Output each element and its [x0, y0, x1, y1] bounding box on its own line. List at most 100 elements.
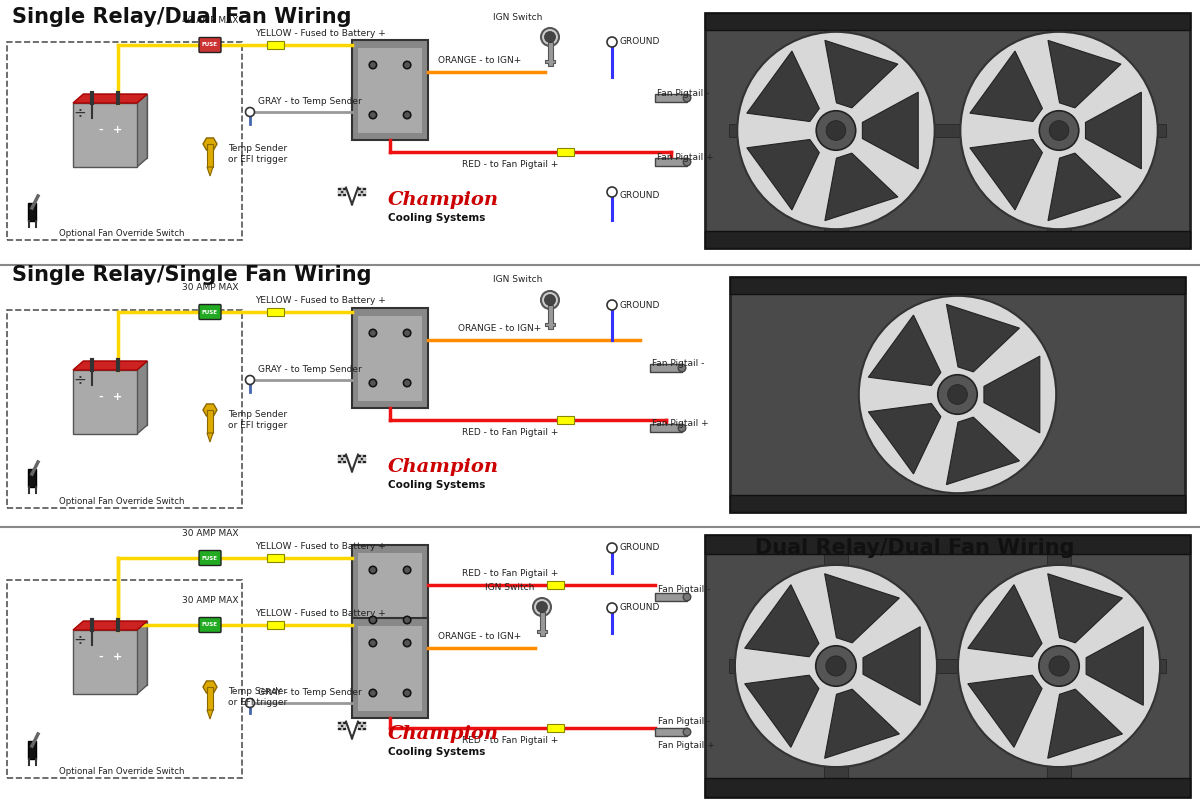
Circle shape	[607, 300, 617, 310]
Polygon shape	[1048, 153, 1121, 221]
Bar	[655, 158, 686, 166]
Polygon shape	[341, 454, 343, 458]
Text: GRAY - to Temp Sender: GRAY - to Temp Sender	[258, 365, 361, 374]
Polygon shape	[358, 458, 361, 460]
Text: -: -	[98, 652, 102, 662]
Polygon shape	[361, 458, 364, 460]
Text: GROUND: GROUND	[619, 301, 659, 310]
FancyBboxPatch shape	[199, 305, 221, 319]
Text: Champion: Champion	[388, 458, 499, 476]
Text: Cooling Systems: Cooling Systems	[388, 747, 485, 757]
Text: IGN Switch: IGN Switch	[485, 582, 534, 591]
Polygon shape	[341, 725, 343, 727]
Bar	[7, 310, 242, 508]
Polygon shape	[538, 612, 547, 636]
Text: Fan Pigtail -: Fan Pigtail -	[658, 718, 710, 726]
Bar	[1046, 554, 1072, 778]
Polygon shape	[364, 194, 366, 196]
FancyBboxPatch shape	[352, 308, 428, 408]
Circle shape	[737, 32, 935, 230]
Text: Single Relay/Dual Fan Wiring: Single Relay/Dual Fan Wiring	[12, 7, 352, 27]
Bar	[358, 47, 422, 133]
Circle shape	[403, 379, 410, 387]
Circle shape	[948, 385, 967, 404]
Bar	[546, 724, 564, 732]
Text: ORANGE - to IGN+: ORANGE - to IGN+	[458, 324, 541, 333]
Polygon shape	[341, 190, 343, 194]
Text: Fan Pigtail +: Fan Pigtail +	[652, 419, 709, 429]
Text: RED - to Fan Pigtail +: RED - to Fan Pigtail +	[462, 569, 558, 578]
Text: FUSE: FUSE	[202, 555, 218, 561]
Polygon shape	[83, 361, 148, 425]
Circle shape	[371, 381, 376, 385]
Text: YELLOW - Fused to Battery +: YELLOW - Fused to Battery +	[254, 296, 385, 305]
Text: 30 AMP MAX: 30 AMP MAX	[181, 529, 239, 538]
Circle shape	[371, 568, 376, 572]
Text: Optional Fan Override Switch: Optional Fan Override Switch	[59, 767, 185, 777]
Polygon shape	[343, 725, 346, 727]
Polygon shape	[361, 194, 364, 196]
Circle shape	[246, 698, 254, 707]
Polygon shape	[364, 725, 366, 727]
Circle shape	[404, 381, 409, 385]
Circle shape	[371, 641, 376, 645]
Circle shape	[371, 113, 376, 118]
Text: Fan Pigtail +: Fan Pigtail +	[658, 154, 714, 162]
Polygon shape	[967, 585, 1042, 657]
Polygon shape	[73, 103, 137, 167]
Bar	[266, 554, 283, 562]
Polygon shape	[341, 188, 343, 190]
Circle shape	[683, 594, 691, 601]
Text: FUSE: FUSE	[202, 622, 218, 627]
Polygon shape	[358, 188, 361, 190]
Circle shape	[371, 331, 376, 335]
Polygon shape	[869, 403, 941, 474]
Polygon shape	[863, 626, 920, 706]
Text: +: +	[113, 652, 122, 662]
Polygon shape	[947, 417, 1020, 485]
Polygon shape	[358, 190, 361, 194]
Polygon shape	[341, 722, 343, 724]
Bar	[358, 315, 422, 401]
Text: -: -	[98, 392, 102, 402]
Text: FUSE: FUSE	[202, 310, 218, 314]
Polygon shape	[203, 681, 217, 693]
Polygon shape	[364, 458, 366, 460]
Polygon shape	[358, 722, 361, 724]
Polygon shape	[361, 461, 364, 463]
FancyBboxPatch shape	[352, 618, 428, 718]
Bar	[706, 13, 1190, 248]
Circle shape	[1039, 646, 1079, 686]
Circle shape	[734, 565, 937, 767]
Polygon shape	[343, 458, 346, 460]
Bar	[706, 13, 1190, 30]
Circle shape	[370, 330, 377, 337]
Text: RED - to Fan Pigtail +: RED - to Fan Pigtail +	[462, 428, 558, 437]
Bar	[358, 553, 422, 638]
Circle shape	[371, 62, 376, 67]
Polygon shape	[361, 190, 364, 194]
Text: Fan Pigtail -: Fan Pigtail -	[658, 585, 710, 594]
Polygon shape	[984, 356, 1039, 433]
Circle shape	[403, 61, 410, 69]
Polygon shape	[1048, 689, 1122, 758]
Text: ORANGE - to IGN+: ORANGE - to IGN+	[438, 56, 522, 65]
Polygon shape	[338, 454, 341, 458]
Polygon shape	[545, 305, 554, 329]
Polygon shape	[358, 725, 361, 727]
Bar	[7, 580, 242, 778]
Polygon shape	[1086, 626, 1144, 706]
Bar	[706, 535, 1190, 554]
Bar	[557, 416, 574, 424]
Polygon shape	[341, 458, 343, 460]
Circle shape	[607, 37, 617, 47]
Bar	[358, 626, 422, 710]
Polygon shape	[358, 461, 361, 463]
Bar	[7, 42, 242, 240]
Polygon shape	[824, 689, 899, 758]
Text: Optional Fan Override Switch: Optional Fan Override Switch	[59, 498, 185, 506]
Text: Fan Pigtail -: Fan Pigtail -	[658, 90, 709, 98]
Bar	[546, 581, 564, 589]
Polygon shape	[343, 454, 346, 458]
Bar	[28, 741, 36, 759]
